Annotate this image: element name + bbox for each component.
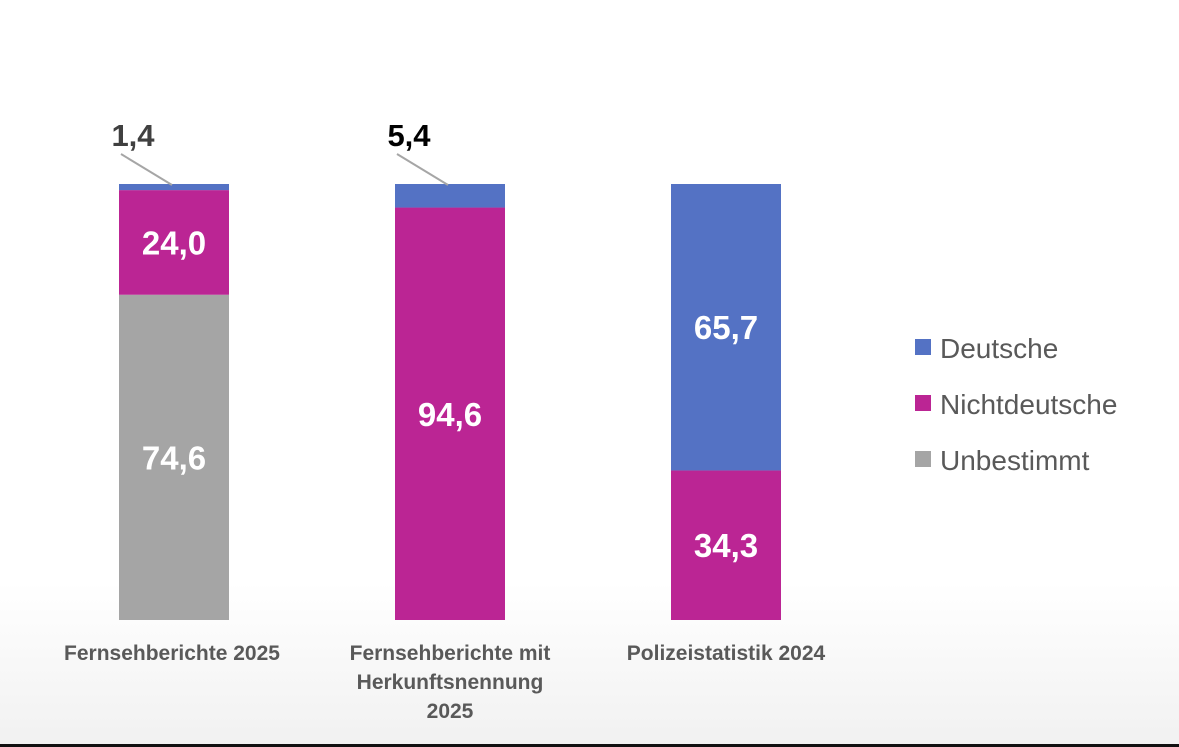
legend-label-nichtdeutsche: Nichtdeutsche [940,389,1117,420]
callouts-group: 1,4 5,4 [111,118,449,186]
legend-swatch-unbestimmt [915,451,931,467]
bar-segment-deutsche [395,184,505,208]
legend-label-unbestimmt: Unbestimmt [940,445,1090,476]
bar-segment-deutsche [671,184,781,471]
bar-segment-nichtdeutsche [671,470,781,620]
legend-swatch-nichtdeutsche [915,395,931,411]
callout-leader-line [120,153,173,186]
callout-label-deutsche: 5,4 [387,118,431,153]
data-label-nichtdeutsche: 24,0 [142,224,206,261]
callout-label-deutsche: 1,4 [111,118,155,153]
category-labels-group: Fernsehberichte 2025 Fernsehberichte mit H… [64,642,826,723]
category-label: Polizeistatistik 2024 [627,642,826,665]
bar-segment-unbestimmt [119,294,229,620]
data-label-nichtdeutsche: 34,3 [694,527,758,564]
data-label-unbestimmt: 74,6 [142,439,206,476]
bars-group: 74,6 24,0 94,6 34,3 65,7 [119,184,781,620]
data-label-deutsche: 65,7 [694,309,758,346]
category-label: Fernsehberichte mit Herkunftsnennung 2025 [350,642,551,723]
data-label-nichtdeutsche: 94,6 [418,396,482,433]
legend-label-deutsche: Deutsche [940,333,1058,364]
category-label-line: Herkunftsnennung [357,671,544,694]
category-label-line: Fernsehberichte mit [350,642,551,665]
callout-leader-line [396,153,449,186]
legend: Deutsche Nichtdeutsche Unbestimmt [915,333,1117,476]
bar-segment-nichtdeutsche [395,207,505,620]
legend-swatch-deutsche [915,339,931,355]
category-label-line: Polizeistatistik 2024 [627,642,826,665]
category-label-line: Fernsehberichte 2025 [64,642,280,665]
bar-segment-nichtdeutsche [119,190,229,295]
category-label: Fernsehberichte 2025 [64,642,280,665]
bar-segment-deutsche [119,184,229,191]
category-label-line: 2025 [427,700,474,723]
bottom-border [0,744,1179,747]
